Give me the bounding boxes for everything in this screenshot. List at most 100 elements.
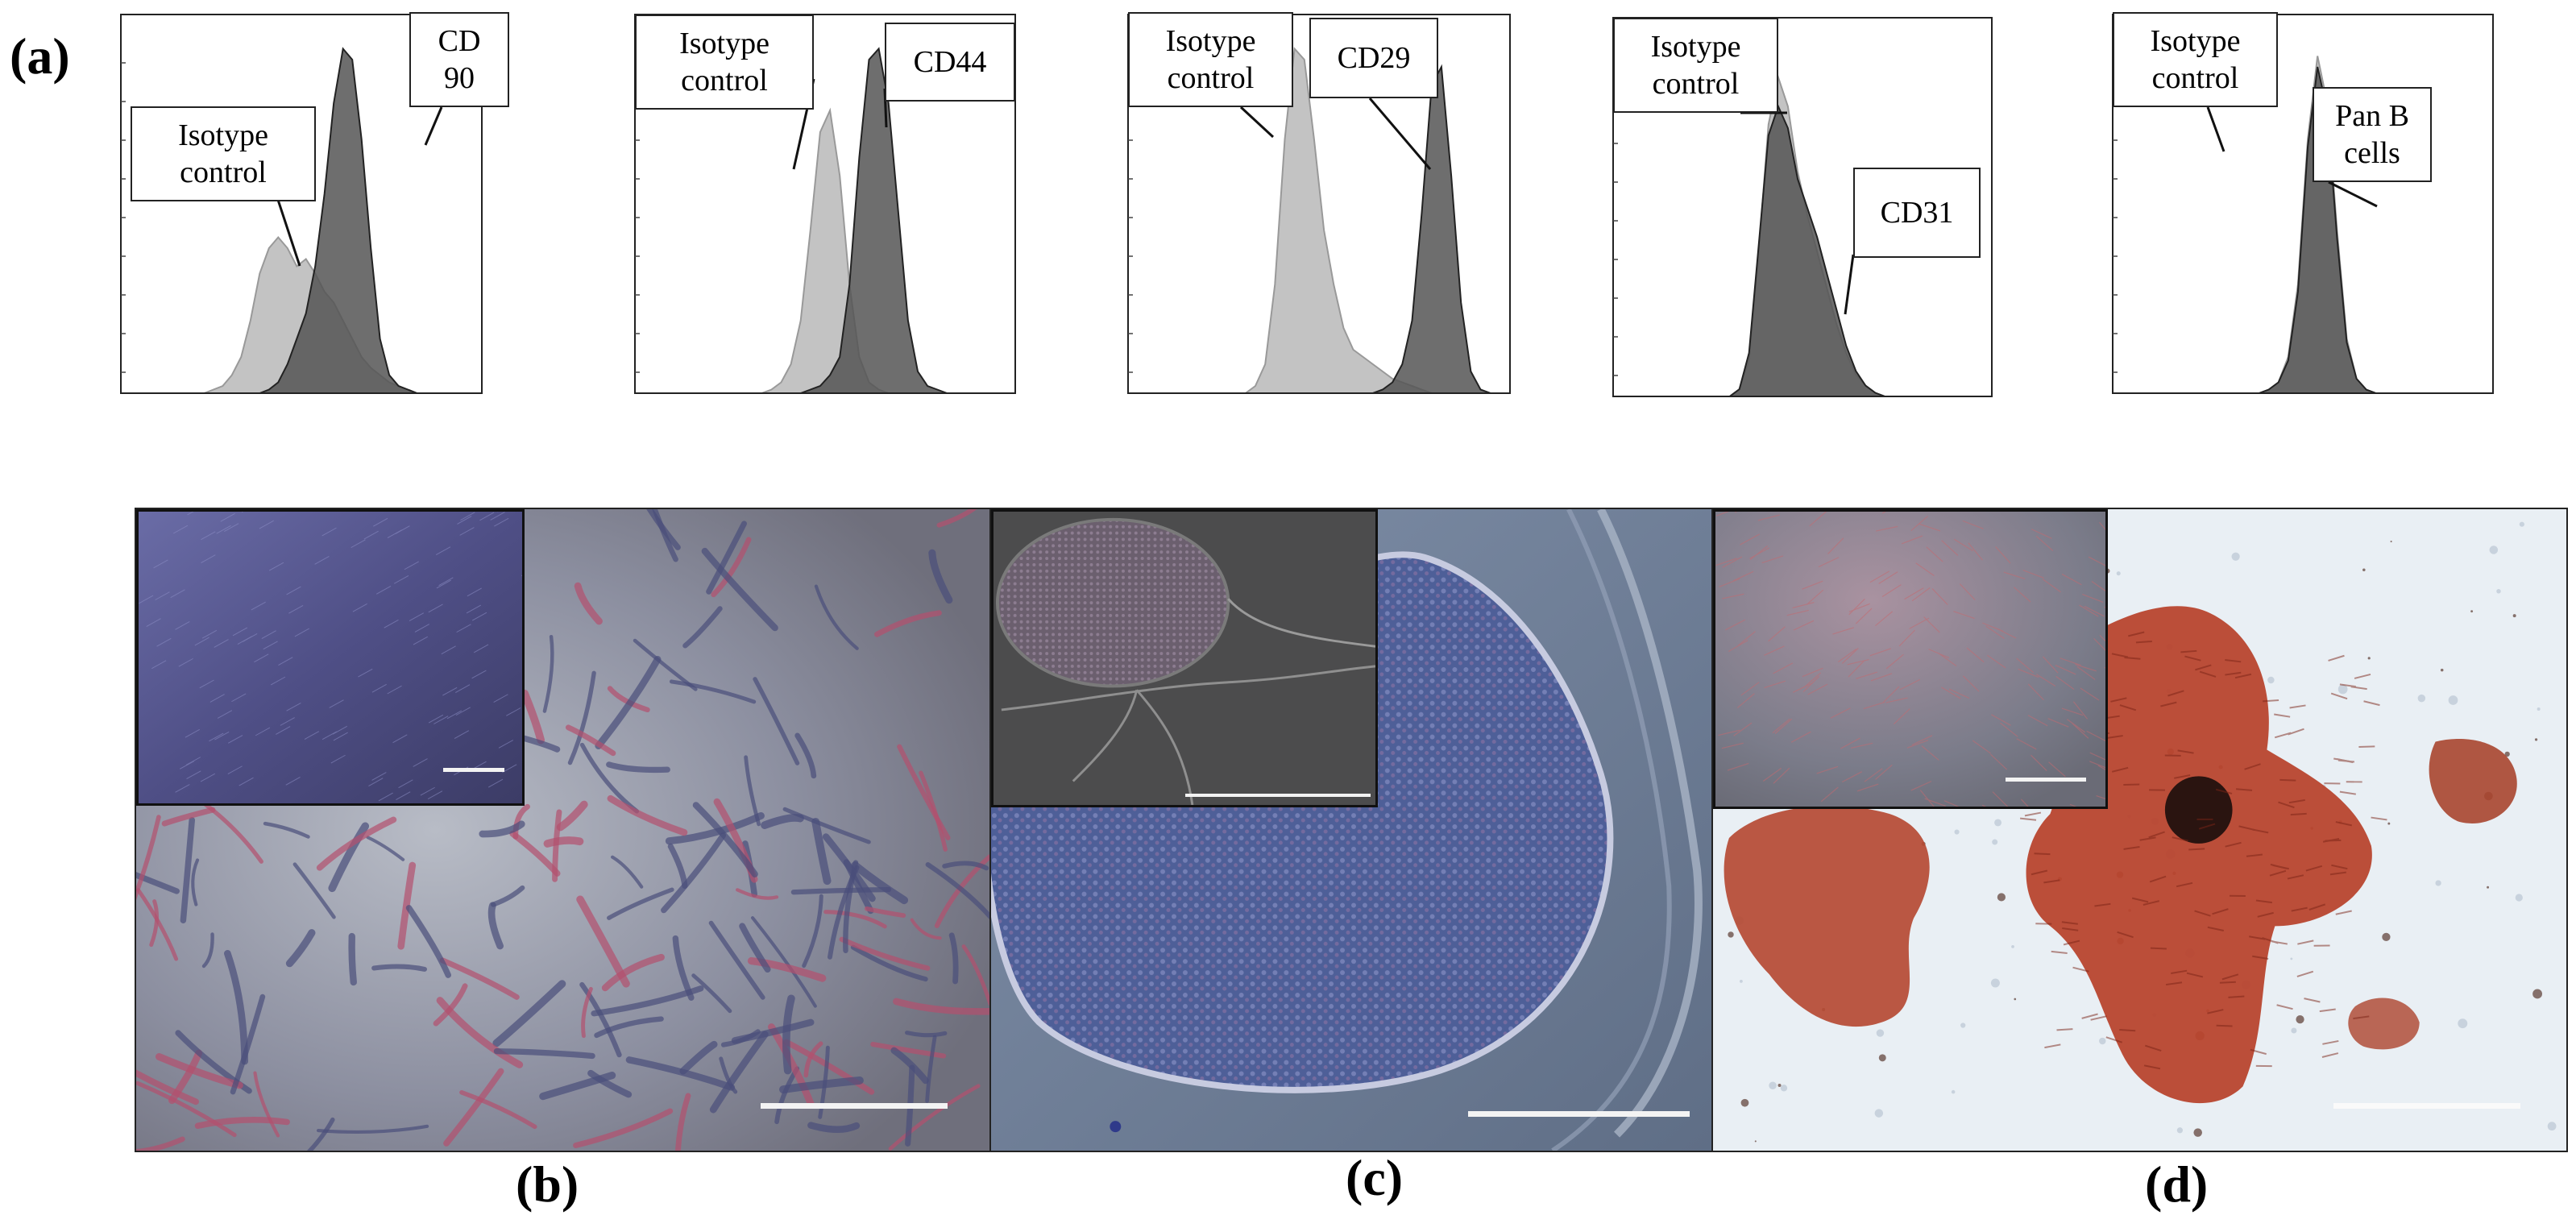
fiber [194,637,209,646]
fiber [268,562,284,571]
fiber [2018,668,2039,678]
fiber [1901,535,1923,545]
stain-fiber [2135,640,2152,644]
stain-fiber [2325,839,2342,842]
stain-fiber [2180,649,2197,653]
speck [2337,684,2348,695]
fiber [2060,657,2081,666]
fiber [1953,611,1975,620]
cell [888,1084,981,1151]
fiber [363,530,379,540]
stain-fiber [2143,900,2160,906]
cell [521,689,545,745]
fiber [2036,674,2056,687]
fiber [2021,799,2029,807]
stain-fiber [2072,966,2089,973]
fiber [2089,761,2105,769]
speck [1992,839,1998,845]
fiber [2075,663,2097,672]
stain-fiber [2144,1044,2162,1052]
fiber [1786,609,1809,616]
fiber [1855,608,1873,624]
cell [711,537,752,598]
cell [706,521,747,595]
fiber [1790,731,1811,743]
fiber [1870,673,1893,682]
fiber [151,660,167,670]
cell [136,872,180,894]
fiber [270,676,286,686]
fiber [1792,682,1814,693]
cell [747,956,827,982]
speck [1878,1054,1886,1062]
fiber [392,734,408,744]
cell [753,677,800,765]
leader-line-5 [1368,97,1432,170]
fiber [231,693,247,703]
cell [136,1136,185,1151]
stain-fiber [2081,1013,2098,1019]
cell [405,905,451,978]
stain-fiber [2358,745,2375,748]
speck [2496,589,2501,594]
fiber [1818,557,1840,568]
fiber [2099,521,2105,531]
fiber [243,633,258,642]
cell [253,1071,280,1138]
speck [2458,1018,2468,1029]
speck [2290,957,2293,960]
fiber [185,728,200,738]
speck [2011,944,2014,948]
fiber [428,714,444,724]
fiber [494,517,509,527]
fiber [156,637,172,647]
speck [1777,1084,1782,1088]
fiber [1840,737,1860,749]
speck [2537,707,2541,711]
fiber [446,710,463,720]
control-label-cd44: Isotype control [635,15,814,110]
fiber [471,612,487,621]
fiber [1749,545,1769,561]
fiber [175,621,190,630]
micrograph-d [1711,508,2568,1152]
cell [542,634,554,713]
fiber [1909,617,1930,629]
cell [180,817,195,923]
fiber [1816,765,1839,774]
fiber [371,683,387,693]
fiber [2079,604,2099,617]
fiber [1802,580,1823,590]
fiber [427,790,443,799]
speck [2176,1127,2184,1134]
fiber [170,589,185,599]
fiber [332,725,347,735]
stain-fiber [2225,671,2242,676]
fiber [276,726,291,735]
cell [285,929,316,968]
cell [910,918,942,940]
speck [1754,1140,1757,1143]
cell [201,932,214,969]
fiber [1757,514,1780,521]
cell [606,761,670,774]
stain-fiber [2228,995,2245,998]
fiber [378,792,393,802]
cell [646,509,681,550]
fiber [1768,626,1786,642]
cell [543,836,584,848]
stain-fiber [2244,763,2261,770]
control-label-panb: Isotype control [2113,12,2278,107]
fiber [2055,675,2075,691]
fiber [1938,652,1957,666]
fiber [1820,786,1839,803]
micrograph-c [989,508,1713,1152]
control-label-cd29: Isotype control [1128,12,1293,107]
fiber [466,604,482,614]
fiber [1850,742,1873,749]
fiber [1715,558,1737,566]
stain-fiber [2188,848,2205,851]
speck [2296,1014,2304,1024]
fiber [373,517,388,527]
stain-fiber [2296,970,2314,977]
